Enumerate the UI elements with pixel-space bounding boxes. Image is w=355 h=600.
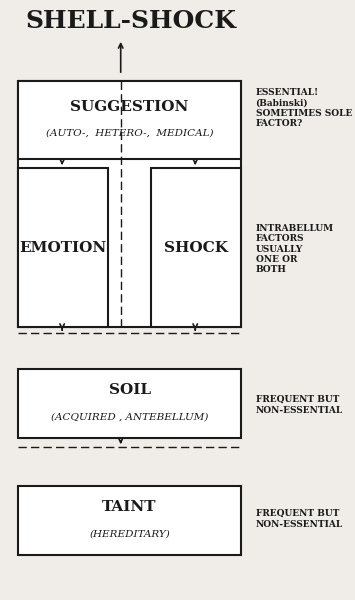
Bar: [18, 168, 108, 327]
Text: (HEREDITARY): (HEREDITARY): [89, 529, 170, 538]
Text: SUGGESTION: SUGGESTION: [70, 100, 189, 114]
Bar: [151, 168, 241, 327]
Text: SHELL-SHOCK: SHELL-SHOCK: [26, 9, 237, 33]
Bar: [18, 369, 241, 438]
Text: TAINT: TAINT: [102, 500, 157, 514]
Text: FREQUENT BUT
NON-ESSENTIAL: FREQUENT BUT NON-ESSENTIAL: [256, 395, 343, 415]
Text: EMOTION: EMOTION: [20, 241, 106, 254]
Text: INTRABELLUM
FACTORS
USUALLY
ONE OR
BOTH: INTRABELLUM FACTORS USUALLY ONE OR BOTH: [256, 224, 334, 274]
Text: (ACQUIRED , ANTEBELLUM): (ACQUIRED , ANTEBELLUM): [51, 412, 208, 421]
Text: SOIL: SOIL: [109, 383, 151, 397]
Text: ESSENTIAL!
(Babinski)
SOMETIMES SOLE
FACTOR?: ESSENTIAL! (Babinski) SOMETIMES SOLE FAC…: [256, 88, 352, 128]
Bar: [18, 486, 241, 555]
Text: (AUTO-,  HETERO-,  MEDICAL): (AUTO-, HETERO-, MEDICAL): [46, 128, 213, 137]
Bar: [18, 81, 241, 327]
Bar: [18, 81, 241, 159]
Text: SHOCK: SHOCK: [164, 241, 228, 254]
Text: FREQUENT BUT
NON-ESSENTIAL: FREQUENT BUT NON-ESSENTIAL: [256, 509, 343, 529]
